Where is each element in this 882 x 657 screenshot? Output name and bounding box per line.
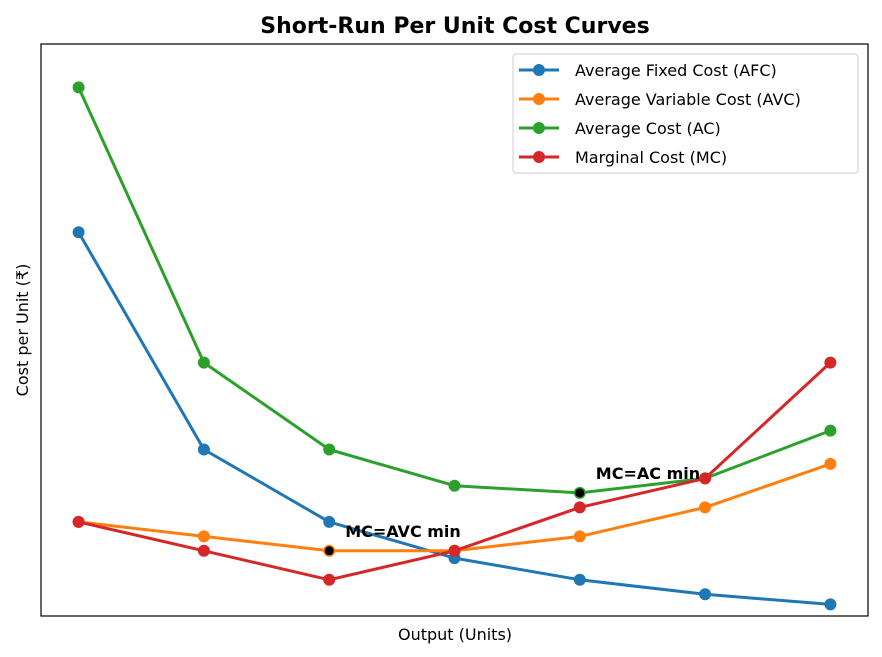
legend-label-0: Average Fixed Cost (AFC) [575,61,777,80]
series-3-point-4 [573,501,586,514]
series-3-point-6 [824,356,837,369]
series-2-point-2 [323,443,336,456]
annotation-label-0: MC=AVC min [345,522,461,541]
series-1-point-6 [824,457,837,470]
series-1-point-4 [573,530,586,543]
legend-marker-3 [533,151,545,163]
series-0-point-4 [573,573,586,586]
series-2-point-1 [197,356,210,369]
y-axis-label: Cost per Unit (₹) [13,264,32,397]
annotation-marker-1 [575,488,585,498]
legend-label-3: Marginal Cost (MC) [575,148,727,167]
series-0-point-6 [824,598,837,611]
series-3-point-1 [197,544,210,557]
series-3-point-3 [448,544,461,557]
annotation-layer: MC=AVC min MC=AC min [324,464,700,556]
series-layer [72,81,837,611]
legend-label-1: Average Variable Cost (AVC) [575,90,801,109]
plot-frame [40,43,869,617]
annotation-marker-0 [324,546,334,556]
series-2-point-0 [72,81,85,94]
series-1-point-5 [699,501,712,514]
series-0-point-2 [323,515,336,528]
x-axis-label: Output (Units) [398,625,512,644]
series-0-point-0 [72,226,85,239]
legend-marker-2 [533,122,545,134]
legend-marker-0 [533,64,545,76]
series-1-point-1 [197,530,210,543]
legend-label-2: Average Cost (AC) [575,119,721,138]
series-3-point-2 [323,573,336,586]
series-3-point-0 [72,515,85,528]
legend: Average Fixed Cost (AFC) Average Variable… [512,53,859,174]
legend-marker-1 [533,93,545,105]
series-0-point-5 [699,588,712,601]
annotation-label-1: MC=AC min [596,464,700,483]
series-2-point-3 [448,479,461,492]
series-2-point-6 [824,424,837,437]
series-3-point-5 [699,472,712,485]
series-0-point-1 [197,443,210,456]
chart-title: Short-Run Per Unit Cost Curves [260,14,649,39]
legend-box [512,53,859,174]
